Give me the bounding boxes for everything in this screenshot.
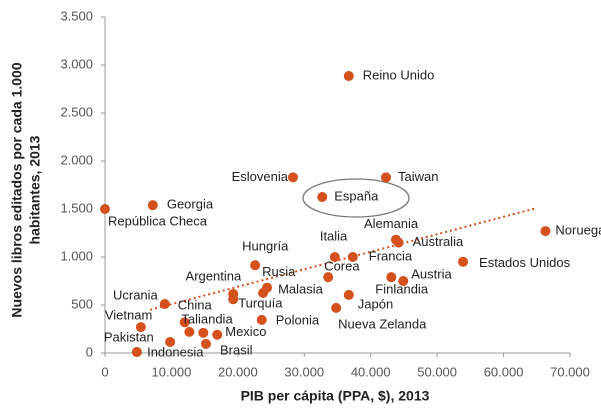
point-label: Polonia xyxy=(276,312,320,327)
point-label: Georgia xyxy=(167,197,214,212)
x-tick-label: 30.000 xyxy=(284,364,324,379)
x-tick-label: 40.000 xyxy=(351,364,391,379)
point-label: España xyxy=(334,188,379,203)
x-tick-label: 0 xyxy=(101,364,108,379)
point xyxy=(343,289,354,300)
point-label: Australia xyxy=(413,234,464,249)
point-label: Austria xyxy=(411,266,452,281)
point-label: Taiwan xyxy=(398,169,438,184)
y-axis-title: habitantes, 2013 xyxy=(27,135,43,244)
y-tick-label: 1.500 xyxy=(60,200,93,215)
x-tick-label: 70.000 xyxy=(550,364,590,379)
point xyxy=(165,336,176,347)
point xyxy=(347,252,358,262)
point xyxy=(329,252,340,262)
point-label: Vietnam xyxy=(105,308,152,323)
point xyxy=(179,317,190,328)
point xyxy=(131,347,142,358)
point xyxy=(258,288,269,298)
trendline xyxy=(149,207,538,311)
point-label: Brasil xyxy=(220,342,253,357)
y-tick-label: 3.000 xyxy=(60,56,93,71)
point-label: Nueva Zelanda xyxy=(338,316,427,331)
point xyxy=(331,302,342,313)
point xyxy=(100,204,110,214)
point-label: Rusia xyxy=(262,264,296,279)
x-tick-label: 10.000 xyxy=(152,364,192,379)
x-tick-label: 20.000 xyxy=(218,364,258,379)
point xyxy=(147,200,158,211)
point xyxy=(386,272,397,283)
point xyxy=(256,314,267,325)
point xyxy=(228,294,239,305)
point xyxy=(540,226,551,237)
y-tick-label: 2.000 xyxy=(60,152,93,167)
y-tick-label: 1.000 xyxy=(60,248,93,263)
y-tick-label: 3.500 xyxy=(60,8,93,23)
point xyxy=(343,71,354,82)
point-label: Japón xyxy=(358,296,393,311)
point xyxy=(212,329,223,340)
point-label: Finlandia xyxy=(375,282,429,297)
point xyxy=(317,192,328,202)
point-label: Corea xyxy=(324,259,360,274)
point-label: Mexico xyxy=(225,324,266,339)
point xyxy=(198,327,209,338)
point-label: Reino Unido xyxy=(363,67,435,82)
point-label: Argentina xyxy=(186,268,242,283)
point-label: Pakistan xyxy=(104,329,154,344)
point xyxy=(398,276,409,286)
point-label: Francia xyxy=(369,248,413,263)
point xyxy=(200,338,211,349)
point-label: Eslovenia xyxy=(232,169,289,184)
point xyxy=(135,322,146,333)
y-tick-label: 0 xyxy=(86,344,93,359)
point-label: Alemania xyxy=(364,216,419,231)
x-axis-title: PIB per cápita (PPA, $), 2013 xyxy=(241,388,430,404)
point-label: Ucrania xyxy=(113,287,159,302)
point-label: Italia xyxy=(320,228,348,243)
y-tick-label: 500 xyxy=(71,296,93,311)
point xyxy=(159,299,170,310)
y-axis-title: Nuevos libros editados por cada 1.000 xyxy=(9,62,25,317)
point-label: Noruega xyxy=(555,223,601,238)
point xyxy=(393,237,404,248)
point-label: Estados Unidos xyxy=(479,255,571,270)
point-label: República Checa xyxy=(108,213,208,228)
point xyxy=(380,172,391,183)
point xyxy=(323,272,334,283)
x-tick-label: 60.000 xyxy=(484,364,524,379)
x-tick-label: 50.000 xyxy=(417,364,457,379)
y-tick-label: 2.500 xyxy=(60,104,93,119)
point-label: China xyxy=(178,298,213,313)
point-label: Malasia xyxy=(278,281,324,296)
point-label: Hungría xyxy=(242,239,289,254)
point xyxy=(287,172,298,183)
point-label: Indonesia xyxy=(147,344,204,359)
point-label: Taliandia xyxy=(181,311,233,326)
point xyxy=(458,256,469,267)
point-label: Turquía xyxy=(238,296,283,311)
point xyxy=(184,326,195,337)
point xyxy=(250,260,261,271)
highlight-ellipse xyxy=(302,178,410,218)
